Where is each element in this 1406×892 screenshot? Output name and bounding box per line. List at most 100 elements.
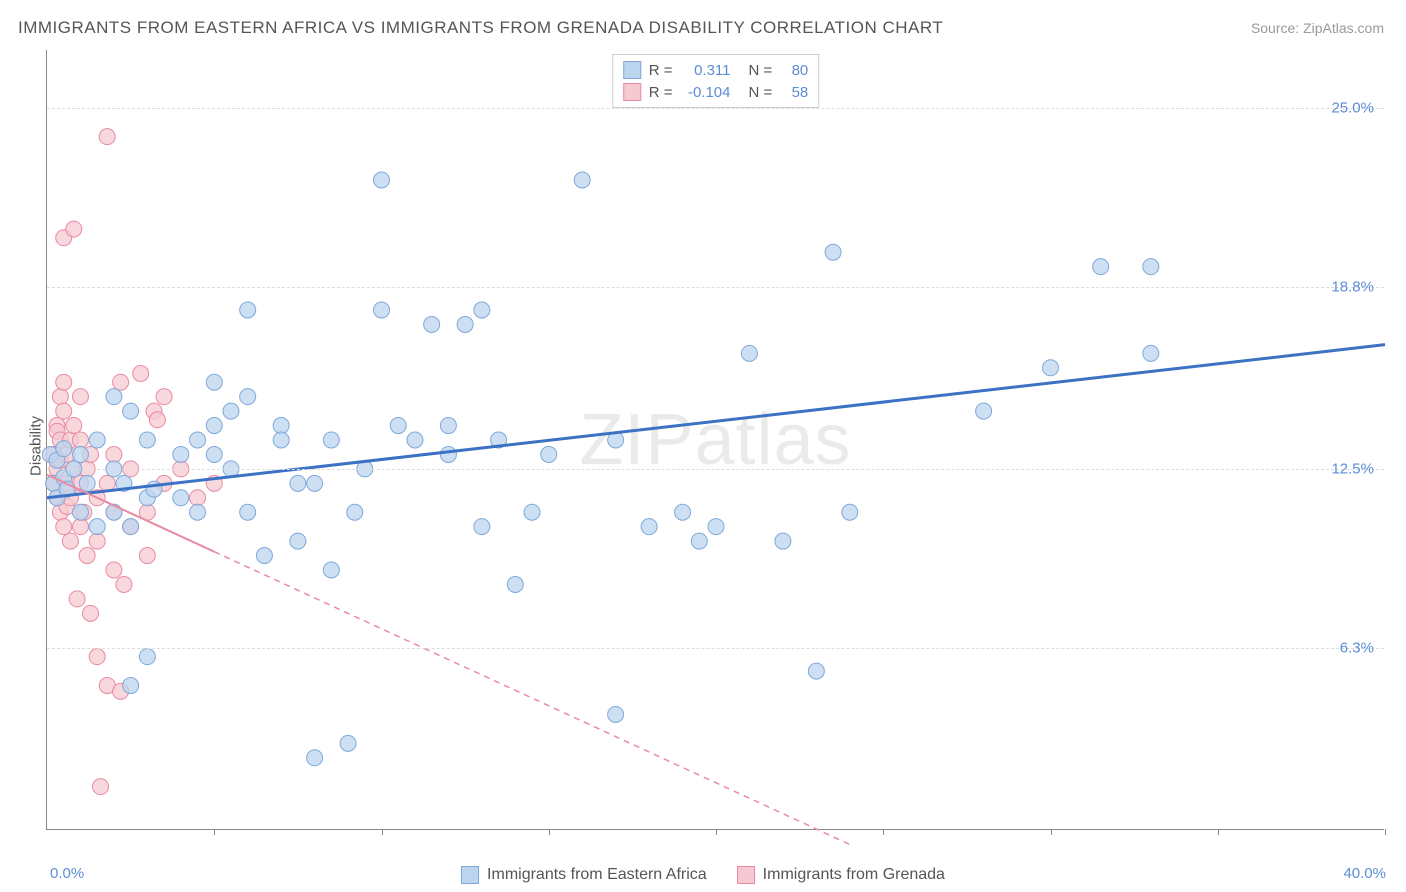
y-axis-label: Disability: [28, 416, 45, 476]
scatter-point: [79, 548, 95, 564]
legend-series-label-0: Immigrants from Eastern Africa: [487, 866, 707, 884]
y-tick-label: 6.3%: [1340, 640, 1374, 657]
x-axis-min-label: 0.0%: [50, 865, 84, 882]
scatter-point: [89, 432, 105, 448]
scatter-point: [139, 548, 155, 564]
scatter-point: [1143, 259, 1159, 275]
scatter-point: [775, 533, 791, 549]
legend-series-item-0: Immigrants from Eastern Africa: [461, 866, 707, 884]
scatter-point: [56, 403, 72, 419]
scatter-point: [641, 519, 657, 535]
scatter-point: [323, 432, 339, 448]
scatter-point: [407, 432, 423, 448]
legend-stats: R = 0.311 N = 80 R = -0.104 N = 58: [612, 54, 820, 108]
gridline: [47, 648, 1384, 649]
scatter-point: [139, 432, 155, 448]
scatter-point: [72, 432, 88, 448]
scatter-point: [440, 446, 456, 462]
scatter-point: [374, 302, 390, 318]
chart-svg: [47, 50, 1384, 829]
scatter-point: [290, 533, 306, 549]
legend-series-item-1: Immigrants from Grenada: [737, 866, 945, 884]
scatter-point: [156, 389, 172, 405]
x-tick: [382, 829, 383, 835]
scatter-point: [89, 519, 105, 535]
scatter-point: [1043, 360, 1059, 376]
x-tick: [1385, 829, 1386, 835]
scatter-point: [374, 172, 390, 188]
scatter-point: [106, 389, 122, 405]
y-tick-label: 25.0%: [1331, 99, 1374, 116]
scatter-point: [307, 750, 323, 766]
scatter-point: [290, 475, 306, 491]
scatter-point: [691, 533, 707, 549]
scatter-point: [79, 475, 95, 491]
scatter-point: [1093, 259, 1109, 275]
scatter-point: [474, 519, 490, 535]
scatter-point: [223, 403, 239, 419]
scatter-point: [99, 129, 115, 145]
y-tick-label: 18.8%: [1331, 278, 1374, 295]
scatter-point: [307, 475, 323, 491]
scatter-point: [123, 519, 139, 535]
scatter-point: [574, 172, 590, 188]
scatter-point: [123, 678, 139, 694]
x-tick: [883, 829, 884, 835]
source-credit: Source: ZipAtlas.com: [1251, 20, 1384, 36]
legend-series-swatch-0: [461, 866, 479, 884]
scatter-point: [240, 504, 256, 520]
scatter-point: [62, 533, 78, 549]
scatter-point: [52, 389, 68, 405]
scatter-point: [675, 504, 691, 520]
scatter-point: [347, 504, 363, 520]
scatter-point: [106, 446, 122, 462]
r-label-1: R =: [649, 84, 673, 101]
scatter-point: [323, 562, 339, 578]
x-tick: [549, 829, 550, 835]
trend-line-extrapolated: [214, 552, 850, 845]
scatter-point: [440, 418, 456, 434]
scatter-point: [72, 504, 88, 520]
legend-series-swatch-1: [737, 866, 755, 884]
scatter-point: [82, 605, 98, 621]
chart-title: IMMIGRANTS FROM EASTERN AFRICA VS IMMIGR…: [18, 18, 943, 38]
scatter-point: [173, 446, 189, 462]
scatter-point: [123, 403, 139, 419]
n-value-0: 80: [780, 62, 808, 79]
scatter-point: [507, 576, 523, 592]
scatter-point: [808, 663, 824, 679]
scatter-point: [273, 418, 289, 434]
n-label-1: N =: [749, 84, 773, 101]
x-tick: [214, 829, 215, 835]
scatter-point: [173, 490, 189, 506]
scatter-point: [708, 519, 724, 535]
scatter-point: [72, 519, 88, 535]
scatter-point: [93, 779, 109, 795]
scatter-point: [190, 504, 206, 520]
r-value-0: 0.311: [681, 62, 731, 79]
scatter-point: [457, 316, 473, 332]
scatter-point: [206, 446, 222, 462]
scatter-point: [116, 576, 132, 592]
r-value-1: -0.104: [681, 84, 731, 101]
scatter-point: [256, 548, 272, 564]
scatter-point: [541, 446, 557, 462]
scatter-point: [113, 374, 129, 390]
scatter-point: [139, 649, 155, 665]
legend-swatch-1: [623, 83, 641, 101]
x-tick: [1051, 829, 1052, 835]
legend-stats-row-1: R = -0.104 N = 58: [623, 81, 809, 103]
n-label-0: N =: [749, 62, 773, 79]
scatter-point: [89, 533, 105, 549]
y-tick-label: 12.5%: [1331, 460, 1374, 477]
gridline: [47, 469, 1384, 470]
scatter-point: [190, 432, 206, 448]
scatter-point: [106, 504, 122, 520]
n-value-1: 58: [780, 84, 808, 101]
scatter-point: [976, 403, 992, 419]
scatter-point: [66, 221, 82, 237]
scatter-point: [133, 366, 149, 382]
plot-area: ZIPatlas R = 0.311 N = 80 R = -0.104 N =…: [46, 50, 1384, 830]
scatter-point: [240, 302, 256, 318]
scatter-point: [72, 446, 88, 462]
